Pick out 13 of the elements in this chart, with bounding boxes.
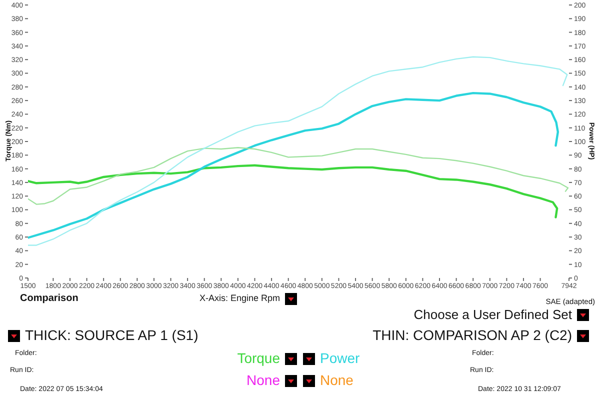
text: None <box>320 372 354 388</box>
line-series <box>28 56 568 246</box>
text: THICK: SOURCE AP 1 (S1) <box>25 327 198 344</box>
text: Power <box>320 350 360 366</box>
text: Choose a User Defined Set <box>414 307 572 322</box>
line-series <box>28 92 560 239</box>
line-series <box>28 147 569 205</box>
text: Torque <box>237 350 280 366</box>
text: None <box>246 372 280 388</box>
text: THIN: COMPARISON AP 2 (C2) <box>372 327 572 344</box>
x-axis-title: X-Axis: Engine Rpm <box>199 293 280 304</box>
text: Comparison <box>20 293 78 304</box>
line-series <box>28 164 558 218</box>
